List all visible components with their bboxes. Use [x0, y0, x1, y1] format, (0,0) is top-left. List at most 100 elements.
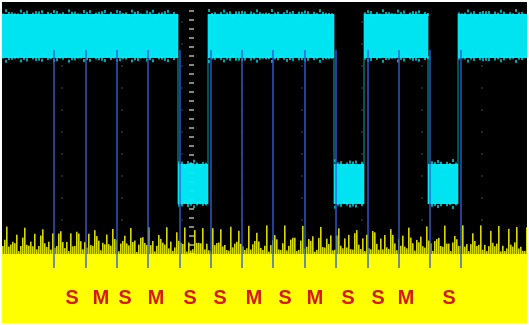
- trace-edge-noise: [211, 12, 213, 16]
- trace-edge-noise: [319, 9, 321, 13]
- noise-spike: [134, 240, 136, 254]
- noise-spike: [406, 248, 408, 254]
- trace-edge-noise: [134, 57, 136, 61]
- trace-edge-noise: [229, 57, 231, 61]
- graticule-dot: [121, 87, 123, 89]
- noise-spike: [510, 244, 512, 254]
- graticule-dot: [181, 109, 183, 111]
- center-axis-tick: [189, 226, 194, 228]
- trace-edge-noise: [328, 12, 330, 16]
- graticule-dot: [421, 153, 423, 155]
- noise-spike: [408, 227, 410, 254]
- trace-edge-noise: [515, 59, 517, 63]
- trace-edge-noise: [331, 55, 333, 59]
- trace-edge-noise: [95, 12, 97, 16]
- noise-spike: [268, 251, 270, 254]
- noise-spike: [100, 250, 102, 254]
- trace-edge-noise: [155, 54, 157, 58]
- trace-edge-noise: [74, 57, 76, 61]
- trace-transition: [427, 14, 429, 204]
- graticule-dot: [301, 87, 303, 89]
- trace-edge-noise: [488, 58, 490, 62]
- noise-spike: [44, 243, 46, 254]
- graticule-dot: [181, 131, 183, 133]
- noise-spike: [486, 251, 488, 254]
- trace-edge-noise: [110, 12, 112, 16]
- graticule-dot: [421, 197, 423, 199]
- trace-edge-noise: [373, 13, 375, 17]
- trace-edge-noise: [488, 10, 490, 14]
- noise-spike: [500, 251, 502, 254]
- trace-edge-noise: [158, 12, 160, 16]
- trace-edge-noise: [101, 11, 103, 15]
- trace-edge-noise: [512, 13, 514, 17]
- trace-edge-noise: [184, 164, 186, 168]
- graticule-dot: [61, 197, 63, 199]
- noise-spike: [206, 243, 208, 254]
- trace-edge-noise: [143, 55, 145, 59]
- trace-edge-noise: [83, 58, 85, 62]
- center-axis-tick: [189, 82, 194, 84]
- trace-edge-noise: [473, 11, 475, 15]
- trace-transition: [363, 14, 365, 204]
- noise-spike: [54, 247, 56, 254]
- noise-spike: [302, 225, 304, 254]
- noise-spike: [286, 250, 288, 254]
- noise-spike: [354, 233, 356, 254]
- noise-spike: [524, 250, 526, 254]
- noise-spike: [288, 245, 290, 254]
- graticule-dot: [421, 175, 423, 177]
- trace-edge-noise: [196, 202, 198, 206]
- trace-edge-noise: [355, 160, 357, 164]
- noise-spike: [96, 236, 98, 254]
- trace-edge-noise: [208, 9, 210, 13]
- noise-spike: [270, 245, 272, 254]
- noise-spike: [200, 243, 202, 254]
- noise-spike: [506, 248, 508, 254]
- trace-edge-noise: [107, 14, 109, 18]
- noise-spike: [164, 244, 166, 254]
- noise-spike: [402, 235, 404, 254]
- trace-segment-low: [334, 164, 364, 204]
- trace-transition: [333, 14, 335, 204]
- trace-edge-noise: [331, 13, 333, 17]
- noise-spike: [194, 230, 196, 254]
- trace-edge-noise: [244, 11, 246, 15]
- trace-edge-noise: [71, 57, 73, 61]
- trace-edge-noise: [409, 12, 411, 16]
- graticule-dot: [181, 65, 183, 67]
- trace-edge-noise: [280, 54, 282, 58]
- trace-edge-noise: [62, 56, 64, 60]
- center-axis-tick: [189, 100, 194, 102]
- trace-edge-noise: [17, 13, 19, 17]
- trace-edge-noise: [50, 56, 52, 60]
- trace-edge-noise: [92, 14, 94, 18]
- noise-spike: [144, 242, 146, 254]
- trace-edge-noise: [400, 56, 402, 60]
- trace-edge-noise: [431, 161, 433, 165]
- noise-spike: [22, 237, 24, 254]
- trace-edge-noise: [346, 202, 348, 206]
- trace-edge-noise: [155, 14, 157, 18]
- noise-spike: [522, 250, 524, 254]
- noise-spike: [490, 230, 492, 254]
- trace-edge-noise: [292, 10, 294, 14]
- trace-edge-noise: [92, 54, 94, 58]
- graticule-dot: [61, 109, 63, 111]
- trace-edge-noise: [199, 163, 201, 167]
- trace-edge-noise: [428, 200, 430, 204]
- graticule-dot: [481, 87, 483, 89]
- noise-spike: [148, 227, 150, 254]
- graticule-dot: [361, 21, 363, 23]
- yellow-noise-band: [2, 225, 527, 323]
- trace-edge-noise: [455, 162, 457, 166]
- trace-edge-noise: [137, 58, 139, 62]
- trace-edge-noise: [268, 12, 270, 16]
- noise-spike: [84, 242, 86, 254]
- noise-spike: [82, 249, 84, 254]
- trace-edge-noise: [506, 55, 508, 59]
- noise-spike: [456, 239, 458, 254]
- trace-edge-noise: [518, 12, 520, 16]
- center-axis-tick: [189, 55, 194, 57]
- graticule-dot: [301, 197, 303, 199]
